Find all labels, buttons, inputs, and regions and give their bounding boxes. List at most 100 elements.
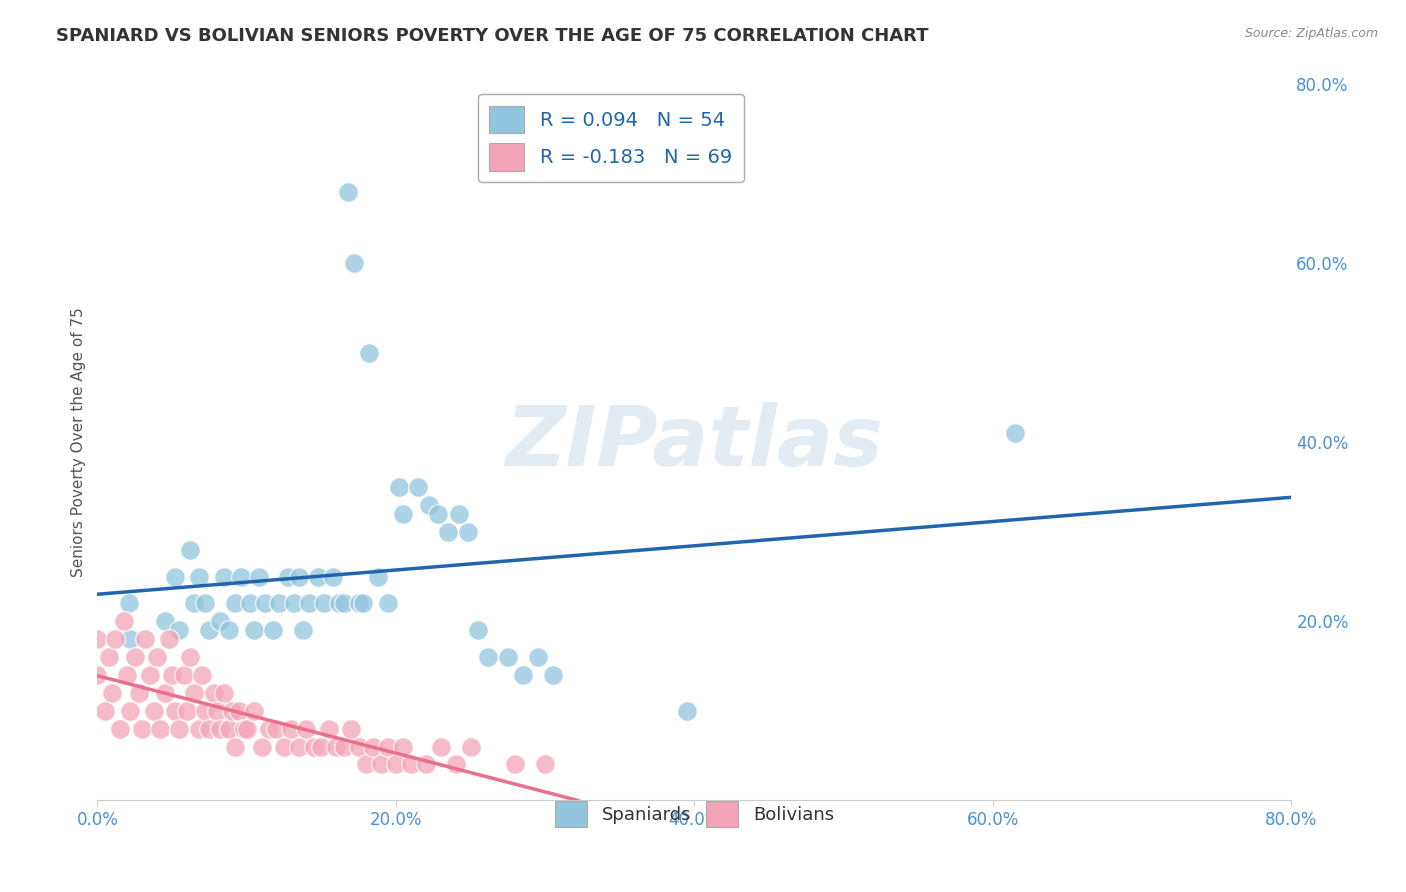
Point — [191, 668, 214, 682]
Point — [138, 668, 160, 682]
Point — [224, 739, 246, 754]
Point — [221, 704, 243, 718]
Point — [104, 632, 127, 647]
Point — [124, 650, 146, 665]
Point — [437, 524, 460, 539]
Point — [253, 596, 276, 610]
Point — [218, 722, 240, 736]
Point — [322, 569, 344, 583]
Point — [406, 480, 429, 494]
Point — [295, 722, 318, 736]
Point — [205, 704, 228, 718]
Point — [176, 704, 198, 718]
Point — [332, 596, 354, 610]
Point — [153, 614, 176, 628]
Point — [224, 596, 246, 610]
Point — [247, 569, 270, 583]
Point — [101, 686, 124, 700]
Legend: Spaniards, Bolivians: Spaniards, Bolivians — [548, 794, 841, 834]
Point — [208, 614, 231, 628]
Point — [477, 650, 499, 665]
Point — [120, 632, 142, 647]
Point — [318, 722, 340, 736]
Point — [208, 722, 231, 736]
Point — [354, 757, 377, 772]
Point — [243, 624, 266, 638]
Point — [388, 480, 411, 494]
Point — [526, 650, 548, 665]
Point — [347, 596, 370, 610]
Point — [187, 722, 209, 736]
Point — [250, 739, 273, 754]
Point — [447, 507, 470, 521]
Point — [263, 624, 285, 638]
Point — [392, 507, 415, 521]
Point — [173, 668, 195, 682]
Point — [212, 569, 235, 583]
Point — [328, 596, 350, 610]
Point — [187, 569, 209, 583]
Point — [218, 624, 240, 638]
Point — [357, 346, 380, 360]
Point — [239, 596, 262, 610]
Point — [337, 185, 360, 199]
Point — [314, 596, 336, 610]
Point — [298, 596, 321, 610]
Point — [198, 722, 221, 736]
Point — [179, 542, 201, 557]
Point — [266, 722, 288, 736]
Point — [302, 739, 325, 754]
Point — [228, 704, 250, 718]
Point — [415, 757, 437, 772]
Point — [460, 739, 482, 754]
Point — [153, 686, 176, 700]
Point — [131, 722, 153, 736]
Point — [94, 704, 117, 718]
Point — [194, 704, 217, 718]
Point — [273, 739, 295, 754]
Point — [257, 722, 280, 736]
Text: ZIPatlas: ZIPatlas — [506, 401, 883, 483]
Point — [496, 650, 519, 665]
Point — [370, 757, 392, 772]
Point — [108, 722, 131, 736]
Point — [292, 624, 315, 638]
Point — [418, 498, 440, 512]
Point — [307, 569, 329, 583]
Text: Source: ZipAtlas.com: Source: ZipAtlas.com — [1244, 27, 1378, 40]
Point — [243, 704, 266, 718]
Point — [112, 614, 135, 628]
Point — [163, 704, 186, 718]
Point — [363, 739, 385, 754]
Point — [426, 507, 449, 521]
Point — [183, 596, 205, 610]
Point — [277, 569, 299, 583]
Point — [280, 722, 302, 736]
Point — [134, 632, 156, 647]
Point — [325, 739, 347, 754]
Text: SPANIARD VS BOLIVIAN SENIORS POVERTY OVER THE AGE OF 75 CORRELATION CHART: SPANIARD VS BOLIVIAN SENIORS POVERTY OVE… — [56, 27, 929, 45]
Point — [385, 757, 408, 772]
Point — [534, 757, 557, 772]
Point — [232, 722, 254, 736]
Point — [352, 596, 374, 610]
Point — [467, 624, 489, 638]
Point — [377, 596, 399, 610]
Point — [343, 256, 366, 270]
Point — [503, 757, 526, 772]
Point — [541, 668, 564, 682]
Point — [202, 686, 225, 700]
Point — [347, 739, 370, 754]
Point — [332, 739, 354, 754]
Point — [179, 650, 201, 665]
Point — [160, 668, 183, 682]
Point — [86, 632, 108, 647]
Point — [163, 569, 186, 583]
Point — [392, 739, 415, 754]
Point — [340, 722, 363, 736]
Point — [288, 739, 311, 754]
Point — [115, 668, 138, 682]
Point — [429, 739, 451, 754]
Point — [157, 632, 180, 647]
Point — [283, 596, 305, 610]
